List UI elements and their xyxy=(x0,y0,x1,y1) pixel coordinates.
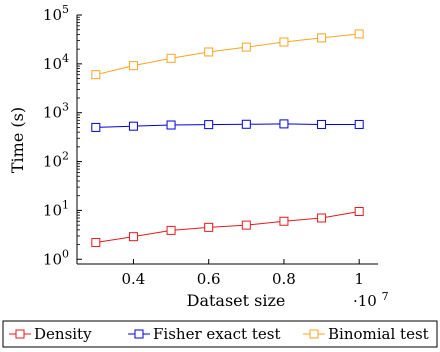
data-point xyxy=(354,29,364,39)
data-point xyxy=(317,33,327,43)
x-axis-multiplier: ·10 7 xyxy=(353,290,389,310)
x-tick-label: 0.4 xyxy=(122,270,146,288)
data-point xyxy=(204,222,214,232)
y-tick-label-exp: 4 xyxy=(62,52,69,65)
x-axis-multiplier-base: ·10 xyxy=(353,292,377,310)
data-point xyxy=(354,119,364,129)
data-point xyxy=(91,70,101,80)
y-tick-label-base: 10 xyxy=(43,250,62,268)
y-tick-label: 103 xyxy=(43,101,69,122)
legend-marker xyxy=(15,329,25,339)
series-group xyxy=(91,29,364,248)
x-tick-label: 1 xyxy=(354,270,364,288)
legend-box xyxy=(2,320,438,348)
data-point xyxy=(128,232,138,242)
x-tick-label: 0.8 xyxy=(272,270,296,288)
y-tick-label: 102 xyxy=(43,150,69,171)
data-point xyxy=(241,220,251,230)
legend-marker xyxy=(309,329,319,339)
data-point xyxy=(204,47,214,57)
x-tick-label: 0.6 xyxy=(197,270,221,288)
data-point xyxy=(91,122,101,132)
legend-label: Density xyxy=(34,325,92,343)
data-point xyxy=(128,121,138,131)
data-point xyxy=(166,53,176,63)
data-point xyxy=(166,120,176,130)
axes xyxy=(76,15,378,265)
x-axis-label: Dataset size xyxy=(187,291,286,310)
data-point xyxy=(128,61,138,71)
data-point xyxy=(354,207,364,217)
data-point xyxy=(241,119,251,129)
y-tick-label: 105 xyxy=(43,3,69,24)
y-tick-label-exp: 1 xyxy=(62,198,69,211)
legend-label: Fisher exact test xyxy=(153,325,281,343)
y-tick-label-base: 10 xyxy=(43,153,62,171)
data-point xyxy=(279,119,289,129)
y-tick-label-exp: 0 xyxy=(62,247,69,260)
data-point xyxy=(317,213,327,223)
x-axis-multiplier-exp: 7 xyxy=(382,290,389,303)
y-tick-label-exp: 2 xyxy=(62,150,69,163)
y-tick-label-base: 10 xyxy=(43,6,62,24)
data-point xyxy=(279,216,289,226)
y-tick-label-base: 10 xyxy=(43,55,62,73)
y-tick-label-exp: 3 xyxy=(62,101,69,114)
data-point xyxy=(317,119,327,129)
series-line xyxy=(95,211,360,244)
legend-marker xyxy=(134,329,144,339)
data-point xyxy=(204,120,214,130)
y-tick-label-base: 10 xyxy=(43,201,62,219)
data-point xyxy=(166,225,176,235)
y-tick-label: 101 xyxy=(43,198,69,219)
x-ticks: 0.4 0.6 0.8 1 xyxy=(122,259,364,288)
data-point xyxy=(241,42,251,52)
y-tick-label-exp: 5 xyxy=(62,3,69,16)
y-tick-label-base: 10 xyxy=(43,104,62,122)
data-point xyxy=(279,37,289,47)
y-axis-label: Time (s) xyxy=(8,107,27,173)
y-tick-label: 104 xyxy=(43,52,69,73)
y-tick-label: 100 xyxy=(43,247,69,268)
series-line xyxy=(95,123,360,128)
series-line xyxy=(95,33,360,76)
data-point xyxy=(91,238,101,248)
legend: Density Fisher exact test Binomial test xyxy=(2,320,438,348)
legend-label: Binomial test xyxy=(328,325,429,343)
